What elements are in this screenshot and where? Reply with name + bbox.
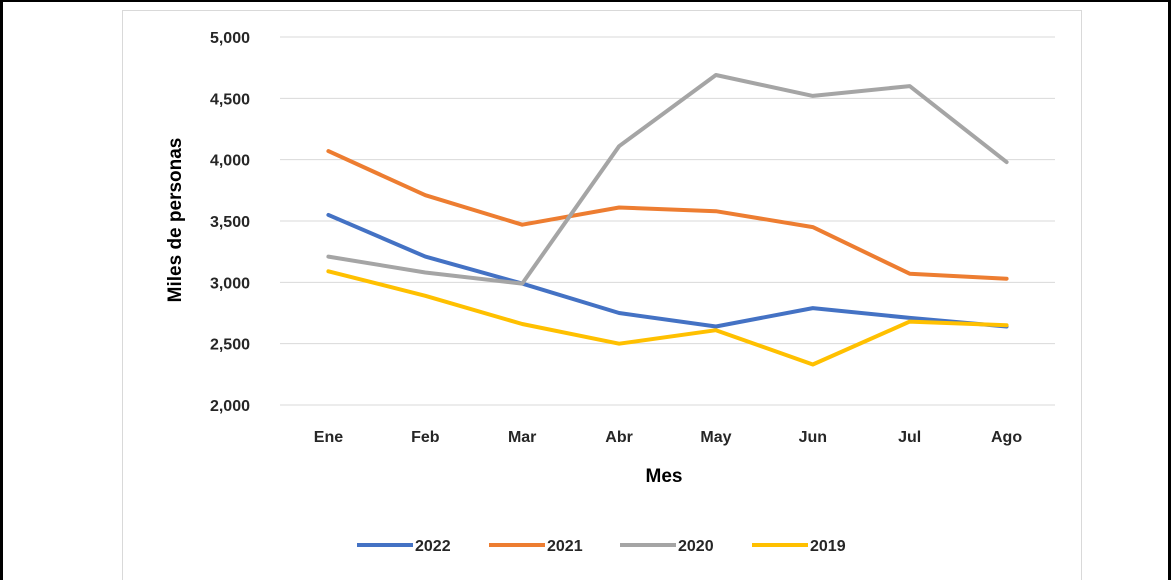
y-tick-label: 3,000 (210, 275, 250, 292)
legend-label-2021: 2021 (547, 538, 583, 555)
series-line-2019 (326, 269, 1009, 367)
y-tick-label: 2,500 (210, 337, 250, 354)
x-tick-label: Ene (314, 429, 343, 446)
y-tick-label: 5,000 (210, 30, 250, 47)
x-axis-ticks: Ene Feb Mar Abr May Jun Jul Ago (314, 429, 1023, 446)
series-line-2020 (326, 73, 1009, 286)
series-lines (326, 73, 1009, 367)
y-axis-ticks: 2,000 2,500 3,000 3,500 4,000 4,500 5,000 (210, 30, 250, 415)
series-line-2022 (326, 212, 1009, 329)
y-tick-label: 2,000 (210, 398, 250, 415)
y-axis-title: Miles de personas (165, 138, 186, 303)
series-line-2021 (326, 149, 1009, 281)
legend-label-2022: 2022 (415, 538, 451, 555)
x-tick-label: Abr (605, 429, 633, 446)
x-axis-title: Mes (646, 466, 683, 487)
x-tick-label: Ago (991, 429, 1022, 446)
y-tick-label: 4,000 (210, 153, 250, 170)
gridlines (280, 36, 1055, 406)
x-tick-label: Feb (411, 429, 440, 446)
legend-label-2020: 2020 (678, 538, 714, 555)
legend-label-2019: 2019 (810, 538, 846, 555)
x-tick-label: May (700, 429, 731, 446)
y-tick-label: 4,500 (210, 91, 250, 108)
x-tick-label: Mar (508, 429, 536, 446)
y-tick-label: 3,500 (210, 214, 250, 231)
x-tick-label: Jun (799, 429, 827, 446)
x-tick-label: Jul (898, 429, 921, 446)
chart-panel (122, 10, 1082, 580)
legend: 2022 2021 2020 2019 (357, 538, 846, 555)
